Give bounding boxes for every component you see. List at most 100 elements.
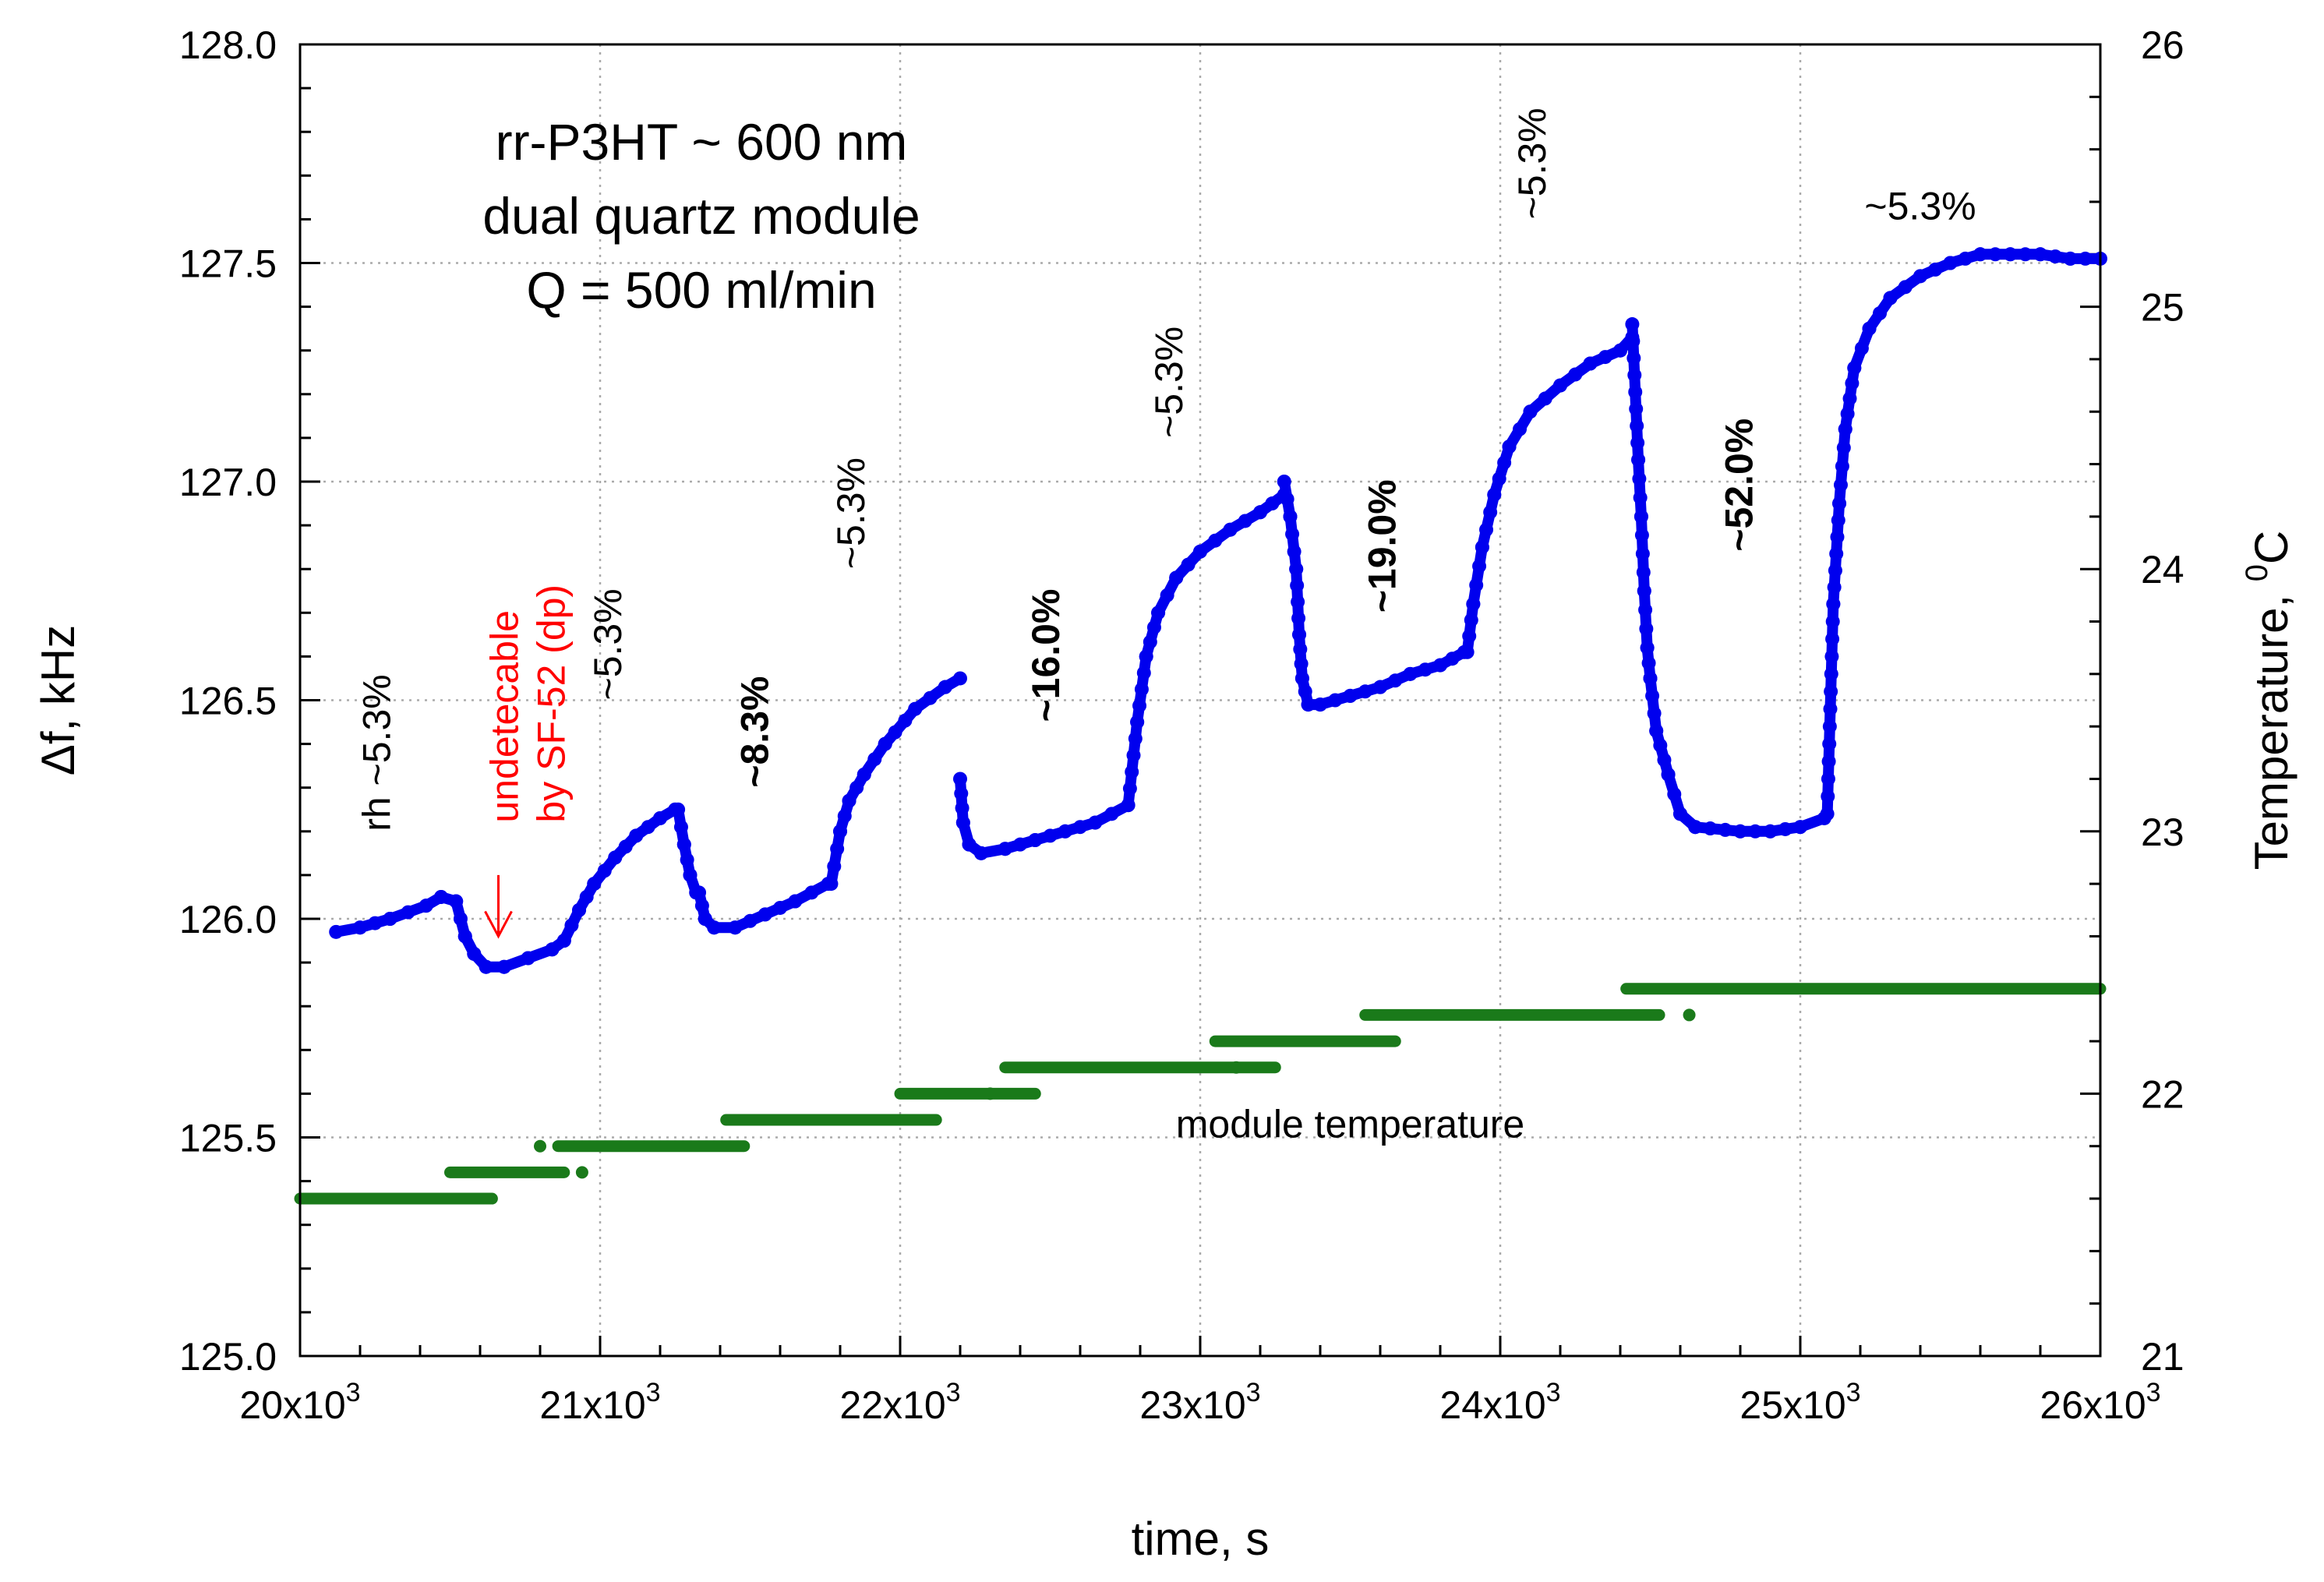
frequency-point: [955, 800, 970, 815]
y2-tick-label: 23: [2141, 810, 2184, 854]
frequency-point: [1973, 247, 1987, 262]
frequency-point: [467, 946, 482, 961]
frequency-point: [1373, 680, 1387, 694]
frequency-point: [2048, 249, 2063, 264]
frequency-point: [1634, 528, 1649, 542]
frequency-point: [1553, 378, 1567, 393]
frequency-point: [2063, 251, 2078, 266]
frequency-point: [329, 924, 344, 939]
temperature-series: [294, 983, 2107, 1205]
y2-tick-label: 26: [2141, 23, 2184, 67]
x-tick-base: 20x10: [239, 1383, 345, 1427]
frequency-point: [572, 902, 587, 917]
frequency-point: [1291, 611, 1306, 626]
y-tick-label: 127.0: [179, 461, 277, 504]
x-tick-label: 20x103: [239, 1378, 360, 1427]
frequency-point: [1289, 562, 1304, 577]
frequency-point: [1358, 684, 1372, 699]
frequency-point: [1630, 418, 1644, 433]
undetectable-label: by SF-52 (dp): [530, 584, 574, 823]
x-tick-exp: 3: [2146, 1378, 2161, 1407]
frequency-point: [1223, 522, 1238, 537]
frequency-point: [1136, 666, 1151, 680]
frequency-point: [1824, 684, 1838, 699]
frequency-point: [962, 837, 977, 852]
x-tick-exp: 3: [1546, 1378, 1561, 1407]
frequency-point: [1301, 697, 1316, 712]
y2-tick-label: 25: [2141, 286, 2184, 330]
frequency-point: [1388, 673, 1403, 688]
x-tick-base: 21x10: [539, 1383, 645, 1427]
annotations: rh ~5.3% ~5.3% ~8.3% ~5.3% ~16.0% ~5.3% ~19.0%…: [355, 108, 1976, 1146]
x-tick-exp: 3: [646, 1378, 661, 1407]
frequency-trace: [1821, 249, 2106, 820]
undetectable-annotation: undetecable by SF-52 (dp): [483, 584, 574, 939]
frequency-point: [1653, 738, 1668, 753]
y-tick-label: 126.5: [179, 680, 277, 723]
frequency-point: [1647, 706, 1662, 721]
frequency-point: [694, 899, 709, 913]
frequency-point: [953, 671, 967, 686]
frequency-point: [1523, 404, 1538, 419]
frequency-point: [1840, 407, 1855, 422]
frequency-point: [545, 942, 560, 957]
frequency-point: [1143, 634, 1157, 649]
frequency-point: [1793, 820, 1807, 835]
frequency-point: [898, 713, 913, 728]
frequency-point: [1847, 361, 1862, 376]
x-tick-label: 22x103: [839, 1378, 960, 1427]
x-tick-exp: 3: [346, 1378, 361, 1407]
temperature-point: [1230, 1061, 1243, 1074]
frequency-point: [1854, 341, 1869, 355]
frequency-point: [1640, 641, 1655, 655]
frequency-point: [1634, 509, 1648, 524]
frequency-point: [1657, 753, 1672, 768]
y2-tick-label: 22: [2141, 1072, 2184, 1116]
frequency-point: [1293, 642, 1308, 657]
temperature-point: [534, 1139, 546, 1153]
frequency-point: [954, 786, 969, 801]
x-tick-base: 25x10: [1739, 1383, 1845, 1427]
x-tick-label: 21x103: [539, 1378, 660, 1427]
gridlines: [300, 44, 2100, 1356]
module-temperature-label: module temperature: [1176, 1103, 1524, 1146]
frequency-point: [449, 894, 464, 909]
frequency-point: [1661, 767, 1676, 782]
frequency-point: [1403, 666, 1418, 681]
frequency-point: [1238, 514, 1252, 528]
frequency-point: [1631, 452, 1646, 467]
frequency-trace: [825, 673, 966, 890]
frequency-point: [1643, 671, 1658, 686]
frequency-point: [1128, 731, 1143, 746]
frequency-point: [1628, 384, 1643, 399]
humidity-label: ~5.3%: [1147, 327, 1191, 438]
frequency-point: [1831, 513, 1845, 528]
frequency-point: [1733, 824, 1747, 839]
frequency-point: [1838, 422, 1852, 436]
y2-title-prefix: Temperature,: [2245, 581, 2298, 870]
frequency-point: [1778, 821, 1792, 836]
frequency-trace: [1122, 489, 1290, 811]
frequency-point: [1842, 391, 1857, 406]
frequency-point: [955, 815, 970, 830]
frequency-point: [1833, 478, 1848, 493]
frequency-point: [938, 680, 952, 694]
frequency-point: [1126, 748, 1141, 763]
frequency-point: [453, 912, 468, 926]
frequency-point: [1824, 649, 1839, 664]
frequency-point: [1822, 736, 1837, 751]
frequency-point: [698, 912, 712, 926]
frequency-point: [1208, 533, 1223, 548]
x-tick-exp: 3: [1846, 1378, 1861, 1407]
humidity-label: ~5.3%: [1510, 108, 1554, 219]
frequency-point: [564, 918, 579, 933]
frequency-point: [743, 913, 758, 928]
frequency-point: [368, 916, 383, 930]
frequency-point: [1845, 376, 1860, 390]
frequency-point: [1629, 401, 1644, 416]
frequency-point: [1637, 584, 1651, 599]
frequency-point: [1825, 614, 1840, 629]
frequency-point: [1492, 471, 1506, 486]
frequency-point: [641, 820, 655, 835]
frequency-point: [1418, 662, 1432, 677]
